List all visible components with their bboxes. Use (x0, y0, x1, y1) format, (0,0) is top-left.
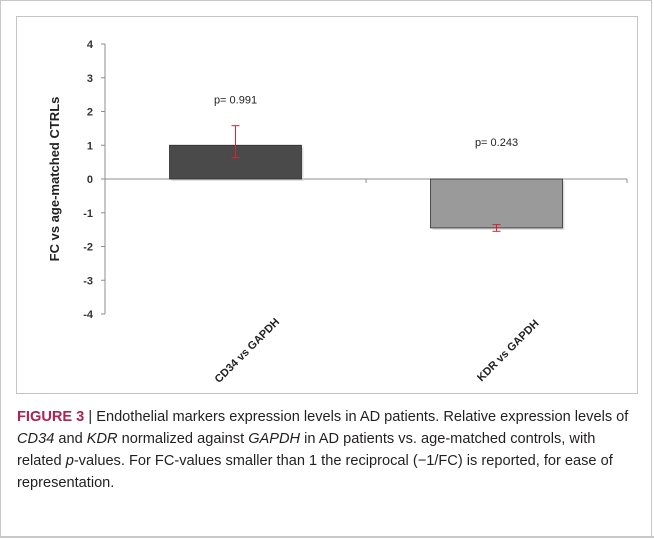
caption-separator: | (84, 409, 97, 425)
bar-chart: 4 3 2 1 0 -1 -2 -3 -4 FC vs age-matched CTRLs p= 0… (47, 39, 628, 386)
caption-text-run: normalized against (117, 431, 249, 447)
bar (430, 178, 563, 229)
caption-text-run: and (54, 431, 87, 447)
caption-text-run: Endothelial markers expression levels in… (96, 409, 629, 425)
caption-text: Endothelial markers expression levels in… (17, 409, 628, 491)
x-category-label: KDR vs GAPDH (475, 318, 541, 384)
caption-text-run: in AD patients vs. age-matched controls,… (17, 431, 596, 469)
figure-caption: FIGURE 3 | Endothelial markers expressio… (17, 406, 637, 494)
caption-italic-term: GAPDH (248, 431, 301, 447)
y-tick-label: -1 (83, 208, 93, 220)
figure-label: FIGURE 3 (17, 409, 85, 425)
y-tick-label: 2 (87, 107, 93, 119)
bottom-divider (0, 536, 654, 538)
y-tick-label: -3 (83, 275, 93, 287)
y-tick-label: -4 (83, 309, 94, 321)
y-tick-label: 3 (87, 73, 93, 85)
caption-italic-term: KDR (86, 431, 118, 447)
p-value-annotation: p= 0.243 (475, 137, 518, 149)
caption-italic-term: p (65, 453, 74, 469)
y-tick-label: 0 (87, 174, 93, 186)
chart-frame: 4 3 2 1 0 -1 -2 -3 -4 FC vs age-matched CTRLs p= 0… (16, 16, 638, 394)
x-category-label: CD34 vs GAPDH (213, 316, 282, 385)
y-axis-label: FC vs age-matched CTRLs (47, 97, 62, 262)
p-value-annotation: p= 0.991 (214, 95, 257, 107)
caption-text-run: -values. For FC-values smaller than 1 th… (17, 453, 613, 491)
y-tick-label: 1 (87, 140, 93, 152)
y-tick-label: -2 (83, 242, 93, 254)
y-tick-label: 4 (87, 39, 94, 51)
caption-italic-term: CD34 (17, 431, 55, 447)
